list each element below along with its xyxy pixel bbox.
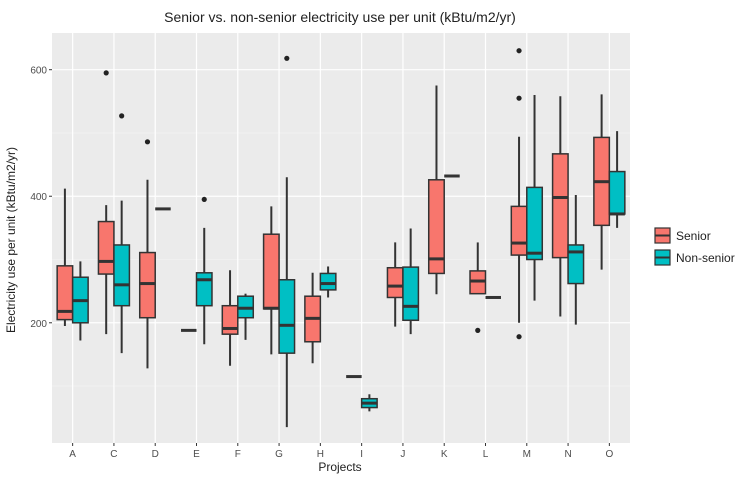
chart-title: Senior vs. non-senior electricity use pe… [164,9,516,25]
box [319,272,337,291]
x-tick-label: J [400,449,405,460]
box [608,170,626,215]
box [262,233,280,310]
outlier-point [475,327,481,333]
box-non-senior-H [319,266,337,298]
outlier-point [201,196,207,203]
box [195,272,213,307]
box-senior-D [138,139,156,369]
y-tick-label: 600 [30,66,47,77]
x-tick-label: M [523,449,531,460]
x-tick-label: K [441,449,448,460]
box-senior-O [593,94,611,270]
box-senior-F [221,270,239,366]
plot-panel [52,33,630,443]
x-tick-label: G [275,449,283,460]
box-senior-H [304,272,322,364]
box [97,220,115,275]
box [427,179,445,275]
outlier-point [144,139,151,145]
legend-label: Non-senior [676,251,735,265]
outlier-point [103,70,109,76]
box-non-senior-M [526,95,544,301]
box-non-senior-I [360,394,378,412]
outlier-point [516,334,522,340]
outlier-point [119,113,125,119]
box [526,186,544,261]
outlier-point [516,48,522,54]
x-tick-label: N [564,449,571,460]
box [510,205,528,256]
box-senior-C [97,70,115,335]
x-tick-label: L [483,449,489,460]
box-non-senior-O [608,131,626,228]
outlier-point [284,55,290,61]
x-tick-label: D [152,449,159,460]
box-non-senior-J [402,228,420,335]
box [567,244,585,285]
legend-label: Senior [676,229,711,243]
box [402,266,420,322]
box-non-senior-F [237,293,255,340]
x-tick-label: A [69,449,76,460]
x-tick-label: O [605,449,613,460]
box-non-senior-N [567,194,585,325]
x-tick-label: I [360,449,363,460]
box-non-senior-G [278,55,296,428]
y-axis-label: Electricity use per unit (kBtu/m2/yr) [4,147,18,333]
box-non-senior-C [113,113,131,354]
y-tick-label: 400 [30,192,47,203]
x-tick-label: H [317,449,324,460]
box-senior-K [427,85,445,295]
x-tick-label: E [193,449,200,460]
outlier-point [516,95,522,101]
box [138,251,156,319]
y-tick-label: 200 [30,319,47,330]
box [278,279,296,354]
box [386,266,404,299]
box [113,244,131,307]
box-senior-G [262,206,280,355]
x-axis-label: Projects [318,460,361,474]
x-tick-label: C [110,449,117,460]
box-senior-L [469,242,487,333]
box-senior-M [510,48,528,340]
box-non-senior-E [195,196,213,345]
x-tick-label: F [235,449,241,460]
box [551,153,569,259]
box-senior-J [386,242,404,327]
box-non-senior-A [71,261,89,341]
box-senior-N [551,96,569,317]
